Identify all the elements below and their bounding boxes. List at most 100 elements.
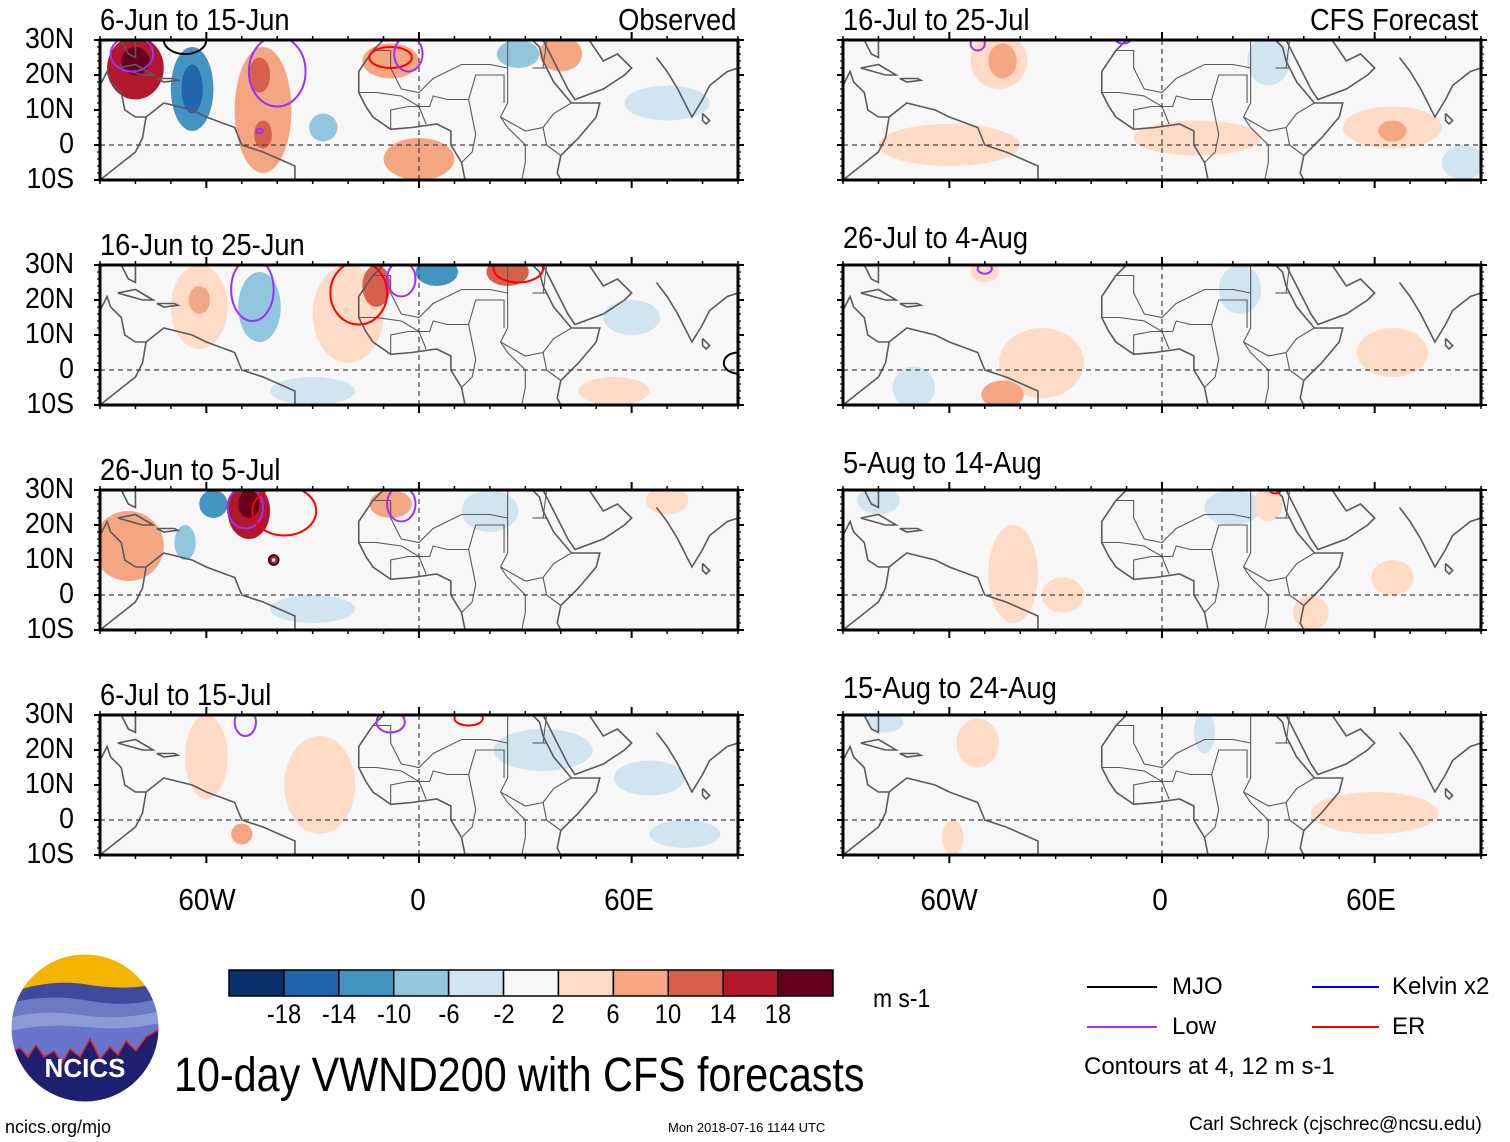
- northerly-anomaly: [1204, 490, 1262, 525]
- coastline: [843, 327, 1039, 405]
- southerly-anomaly: [185, 715, 228, 799]
- coastline: [542, 40, 633, 101]
- coastline: [655, 57, 738, 119]
- lat-label: 30N: [25, 23, 74, 55]
- low-contour: [1114, 40, 1132, 45]
- map-background: [843, 490, 1481, 630]
- site-link[interactable]: ncics.org/mjo: [5, 1117, 112, 1137]
- northerly-anomaly: [461, 490, 519, 532]
- coastline: [843, 40, 880, 59]
- er-legend-label: ER: [1392, 1013, 1426, 1040]
- coastline: [100, 327, 296, 405]
- northerly-anomaly: [199, 490, 228, 518]
- coastline: [1285, 40, 1376, 101]
- country-border: [1133, 555, 1170, 580]
- northerly-anomaly: [415, 265, 458, 286]
- country-border: [1242, 743, 1315, 807]
- panel-title-1: 6-Jun to 15-Jun: [100, 2, 290, 37]
- low-contour: [226, 490, 265, 530]
- colorbar-tick-label: 6: [606, 999, 620, 1029]
- kelvin-legend-label: Kelvin x2: [1392, 973, 1490, 1000]
- coastline: [117, 288, 157, 301]
- country-border: [499, 293, 572, 357]
- country-border: [1242, 518, 1315, 582]
- mjo-contour: [162, 40, 208, 55]
- country-border: [1115, 490, 1252, 544]
- lat-label: 10N: [25, 543, 74, 575]
- map-panel-7: [837, 482, 1487, 638]
- coastline: [860, 513, 900, 526]
- low-contour: [969, 40, 986, 52]
- southerly-anomaly: [231, 823, 253, 845]
- lat-label: 10S: [26, 388, 75, 420]
- lon-label-60w-left: 60W: [178, 882, 236, 917]
- southerly-anomaly: [878, 124, 1021, 166]
- coastline: [899, 527, 924, 533]
- country-border: [468, 749, 505, 778]
- coastline: [1444, 337, 1454, 351]
- southerly-anomaly: [1378, 120, 1407, 142]
- colorbar-tick-label: -2: [492, 999, 515, 1029]
- er-contour: [329, 265, 389, 326]
- country-border: [499, 68, 572, 132]
- northerly-anomaly: [867, 715, 904, 733]
- cfs-forecast-label: CFS Forecast: [1309, 2, 1478, 37]
- coastline: [1398, 282, 1481, 344]
- lon-label-60w-right: 60W: [920, 882, 978, 917]
- coastline: [542, 265, 633, 326]
- map-panel-4: [94, 707, 744, 863]
- northerly-anomaly: [1193, 715, 1216, 754]
- map-panel-5: [837, 32, 1487, 188]
- country-border: [1285, 802, 1305, 831]
- panel-title-7: 5-Aug to 14-Aug: [843, 445, 1042, 480]
- coastline: [843, 294, 890, 343]
- lat-label: 20N: [25, 508, 74, 540]
- country-border: [390, 780, 427, 805]
- observed-label: Observed: [617, 2, 736, 37]
- low-contour: [254, 127, 265, 135]
- northerly-anomaly: [238, 272, 281, 342]
- map-panel-2: [94, 257, 744, 413]
- country-border: [1285, 490, 1291, 519]
- coastline: [1126, 715, 1344, 855]
- country-border: [358, 766, 477, 838]
- country-border: [1101, 316, 1220, 388]
- country-border: [1242, 68, 1315, 132]
- southerly-anomaly: [1133, 120, 1262, 156]
- coastline: [1285, 265, 1376, 326]
- er-contour: [251, 490, 318, 537]
- country-border: [1115, 265, 1252, 319]
- colorbar-swatch: [667, 969, 724, 997]
- colorbar-units: m s-1: [873, 983, 931, 1013]
- country-border: [372, 490, 509, 544]
- coastline: [100, 490, 137, 509]
- panel-title-3: 26-Jun to 5-Jul: [100, 452, 281, 487]
- country-border: [372, 715, 509, 769]
- lat-label: 0: [59, 803, 74, 835]
- northerly-anomaly: [624, 85, 710, 121]
- coastline: [592, 404, 594, 405]
- coastline: [592, 854, 594, 855]
- lat-label: 30N: [25, 473, 74, 505]
- coastline: [1444, 787, 1454, 801]
- coastline: [100, 777, 296, 855]
- northerly-anomaly: [174, 525, 196, 560]
- country-border: [1211, 524, 1248, 553]
- country-border: [542, 577, 562, 606]
- southerly-anomaly: [981, 380, 1024, 405]
- country-border: [542, 40, 548, 69]
- lat-label: 20N: [25, 283, 74, 315]
- country-border: [1211, 749, 1248, 778]
- lat-label: 0: [59, 128, 74, 160]
- lat-label: 30N: [25, 698, 74, 730]
- panel-title-4: 6-Jul to 15-Jul: [100, 677, 272, 712]
- colorbar: [228, 969, 834, 997]
- country-border: [542, 265, 548, 294]
- coastline: [701, 787, 711, 801]
- colorbar-swatch: [392, 969, 450, 997]
- country-border: [1133, 330, 1170, 355]
- southerly-anomaly: [1293, 595, 1329, 630]
- contour-note: Contours at 4, 12 m s-1: [1084, 1053, 1335, 1080]
- southerly-anomaly: [1371, 560, 1414, 595]
- colorbar-tick-label: -18: [266, 999, 302, 1029]
